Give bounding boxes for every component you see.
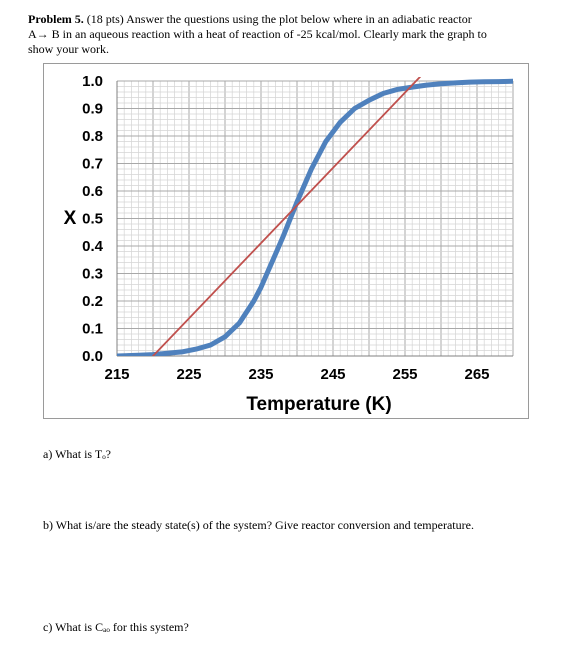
- problem-points: (18 pts): [86, 12, 124, 26]
- problem-text-1: Answer the questions using the plot belo…: [126, 12, 472, 26]
- y-tick-label: 0.5: [82, 211, 103, 228]
- y-tick-label: 0.8: [82, 128, 103, 145]
- chart-frame: 0.0 0.1 0.2 0.3 0.4 0.5 0.6 0.7 0.8 0.9 1.0 215 225 2…: [43, 63, 529, 419]
- x-axis-label: Temperature (K): [246, 394, 391, 415]
- y-tick-label: 0.1: [82, 321, 103, 338]
- x-tick-label: 215: [104, 366, 129, 383]
- y-tick-label: 0.4: [82, 238, 104, 255]
- y-axis-label: X: [64, 208, 77, 229]
- y-tick-label: 0.9: [82, 101, 103, 118]
- question-c: c) What is Cₐₒ for this system?: [43, 620, 189, 634]
- energy-balance-line: [152, 77, 422, 356]
- question-a: a) What is Tₒ?: [43, 447, 111, 461]
- problem-text-3: show your work.: [28, 42, 109, 56]
- x-tick-label: 245: [320, 366, 345, 383]
- question-b: b) What is/are the steady state(s) of th…: [43, 518, 474, 532]
- problem-statement: Problem 5. (18 pts) Answer the questions…: [28, 12, 558, 57]
- conversion-curve: [117, 78, 513, 356]
- problem-heading: Problem 5.: [28, 12, 84, 26]
- problem-line-1: Problem 5. (18 pts) Answer the questions…: [28, 12, 558, 27]
- y-tick-label: 0.0: [82, 348, 103, 365]
- y-tick-label: 0.3: [82, 266, 103, 283]
- x-tick-label: 265: [464, 366, 489, 383]
- problem-text-2: A→ B in an aqueous reaction with a heat …: [28, 27, 487, 41]
- x-tick-label: 225: [176, 366, 201, 383]
- conversion-temperature-chart: 0.0 0.1 0.2 0.3 0.4 0.5 0.6 0.7 0.8 0.9 1.0 215 225 2…: [64, 73, 514, 415]
- y-tick-label: 0.6: [82, 183, 103, 200]
- y-tick-label: 0.7: [82, 156, 103, 173]
- y-tick-label: 0.2: [82, 293, 103, 310]
- x-tick-label: 235: [248, 366, 273, 383]
- y-tick-label: 1.0: [82, 73, 103, 90]
- x-tick-label: 255: [392, 366, 417, 383]
